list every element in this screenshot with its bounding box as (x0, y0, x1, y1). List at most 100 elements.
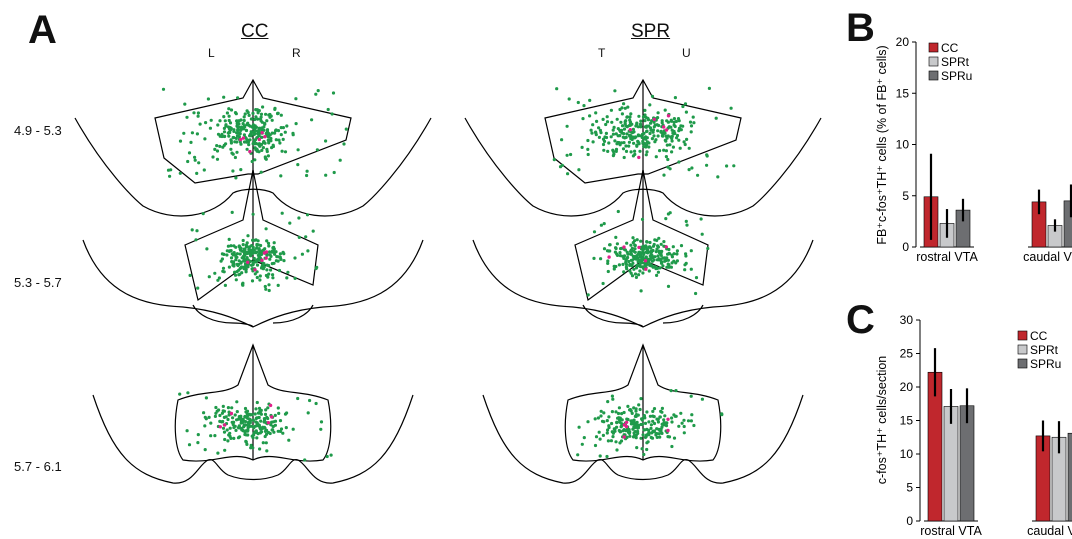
fb-fos-th-cell (618, 420, 622, 424)
fb-fos-th-cell (618, 107, 622, 112)
fb-fos-th-cell (250, 424, 254, 428)
fb-fos-th-cell (202, 168, 206, 172)
fb-fos-th-cell (635, 263, 639, 267)
highlight-cell (270, 415, 274, 419)
fb-fos-th-cell (271, 273, 275, 277)
fb-fos-th-cell (220, 134, 224, 139)
fb-fos-th-cell (326, 107, 330, 112)
fb-fos-th-cell (213, 434, 217, 438)
fb-fos-th-cell (218, 144, 222, 148)
fb-fos-th-cell (670, 255, 674, 259)
fb-fos-th-cell (250, 159, 254, 164)
fb-fos-th-cell (643, 119, 647, 123)
fb-fos-th-cell (643, 108, 647, 112)
panel-c-letter: C (846, 298, 875, 342)
fb-fos-th-cell (226, 406, 230, 410)
fb-fos-th-cell (615, 142, 619, 146)
fb-fos-th-cell (198, 122, 202, 126)
fb-fos-th-cell (600, 419, 605, 423)
highlight-cell (223, 423, 227, 427)
fb-fos-th-cell (233, 413, 237, 417)
fb-fos-th-cell (700, 397, 704, 401)
fb-fos-th-cell (238, 426, 242, 430)
fb-fos-th-cell (576, 100, 580, 105)
fb-fos-th-cell (251, 418, 255, 422)
fb-fos-th-cell (652, 421, 657, 426)
fb-fos-th-cell (259, 135, 263, 139)
fb-fos-th-cell (274, 128, 278, 132)
fb-fos-th-cell (641, 244, 646, 248)
fb-fos-th-cell (634, 266, 639, 270)
highlight-cell (637, 245, 641, 250)
fb-fos-th-cell (656, 134, 660, 138)
fb-fos-th-cell (195, 132, 199, 136)
fb-fos-th-cell (218, 419, 222, 423)
fb-fos-th-cell (252, 126, 256, 130)
fb-fos-th-cell (227, 265, 231, 269)
legend-swatch (1017, 358, 1028, 369)
fb-fos-th-cell (227, 114, 231, 118)
fb-fos-th-cell (629, 422, 633, 426)
fb-fos-th-cell (671, 145, 675, 149)
fb-fos-th-cell (251, 247, 255, 251)
fb-fos-th-cell (651, 265, 655, 269)
fb-fos-th-cell (569, 152, 573, 157)
fb-fos-th-cell (276, 259, 280, 263)
label-right-spr: U (682, 46, 691, 60)
fb-fos-th-cell (186, 159, 190, 164)
fb-fos-th-cell (629, 112, 633, 116)
highlight-cell (260, 258, 264, 262)
fb-fos-th-cell (251, 238, 255, 242)
fb-fos-th-cell (682, 424, 686, 429)
fb-fos-th-cell (599, 409, 603, 413)
fb-fos-th-cell (178, 139, 183, 143)
fb-fos-th-cell (625, 435, 629, 439)
fb-fos-th-cell (639, 289, 643, 293)
fb-fos-th-cell (647, 145, 651, 149)
fb-fos-th-cell (227, 107, 231, 111)
fb-fos-th-cell (636, 133, 640, 137)
fb-fos-th-cell (648, 245, 652, 249)
fb-fos-th-cell (195, 171, 199, 175)
fb-fos-th-cell (255, 416, 259, 420)
fb-fos-th-cell (660, 121, 664, 125)
fb-fos-th-cell (278, 252, 282, 256)
fb-fos-th-cell (261, 248, 265, 252)
legend-swatch (928, 42, 939, 53)
fb-fos-th-cell (609, 439, 613, 443)
fb-fos-th-cell (203, 448, 207, 452)
fb-fos-th-cell (242, 266, 246, 270)
fb-fos-th-cell (662, 418, 666, 422)
fb-fos-th-cell (601, 281, 605, 286)
fb-fos-th-cell (610, 120, 614, 124)
fb-fos-th-cell (622, 410, 626, 415)
fb-fos-th-cell (635, 238, 639, 242)
y-tick-label: 5 (902, 189, 909, 203)
fb-fos-th-cell (696, 173, 700, 177)
fb-fos-th-cell (283, 150, 288, 154)
fb-fos-th-cell (294, 122, 298, 126)
fb-fos-th-cell (689, 267, 693, 271)
fb-fos-th-cell (705, 163, 709, 167)
fb-fos-th-cell (270, 146, 274, 150)
fb-fos-th-cell (626, 252, 630, 256)
fb-fos-th-cell (263, 122, 267, 126)
fb-fos-th-cell (633, 247, 637, 251)
fb-fos-th-cell (657, 236, 661, 240)
fb-fos-th-cell (255, 436, 259, 440)
fb-fos-th-cell (182, 131, 186, 135)
y-tick-label: 30 (900, 313, 914, 327)
fb-fos-th-cell (637, 403, 641, 407)
fb-fos-th-cell (286, 270, 290, 274)
fb-fos-th-cell (663, 256, 667, 260)
fb-fos-th-cell (235, 122, 239, 126)
fb-fos-th-cell (258, 409, 262, 413)
highlight-cell (666, 114, 671, 118)
label-right-cc: R (292, 46, 301, 60)
fb-fos-th-cell (239, 126, 244, 131)
cell-dots-r1-c1 (161, 87, 348, 180)
fb-fos-th-cell (642, 247, 646, 251)
y-tick-label: 25 (900, 347, 914, 361)
fb-fos-th-cell (248, 259, 252, 263)
fb-fos-th-cell (207, 415, 211, 419)
